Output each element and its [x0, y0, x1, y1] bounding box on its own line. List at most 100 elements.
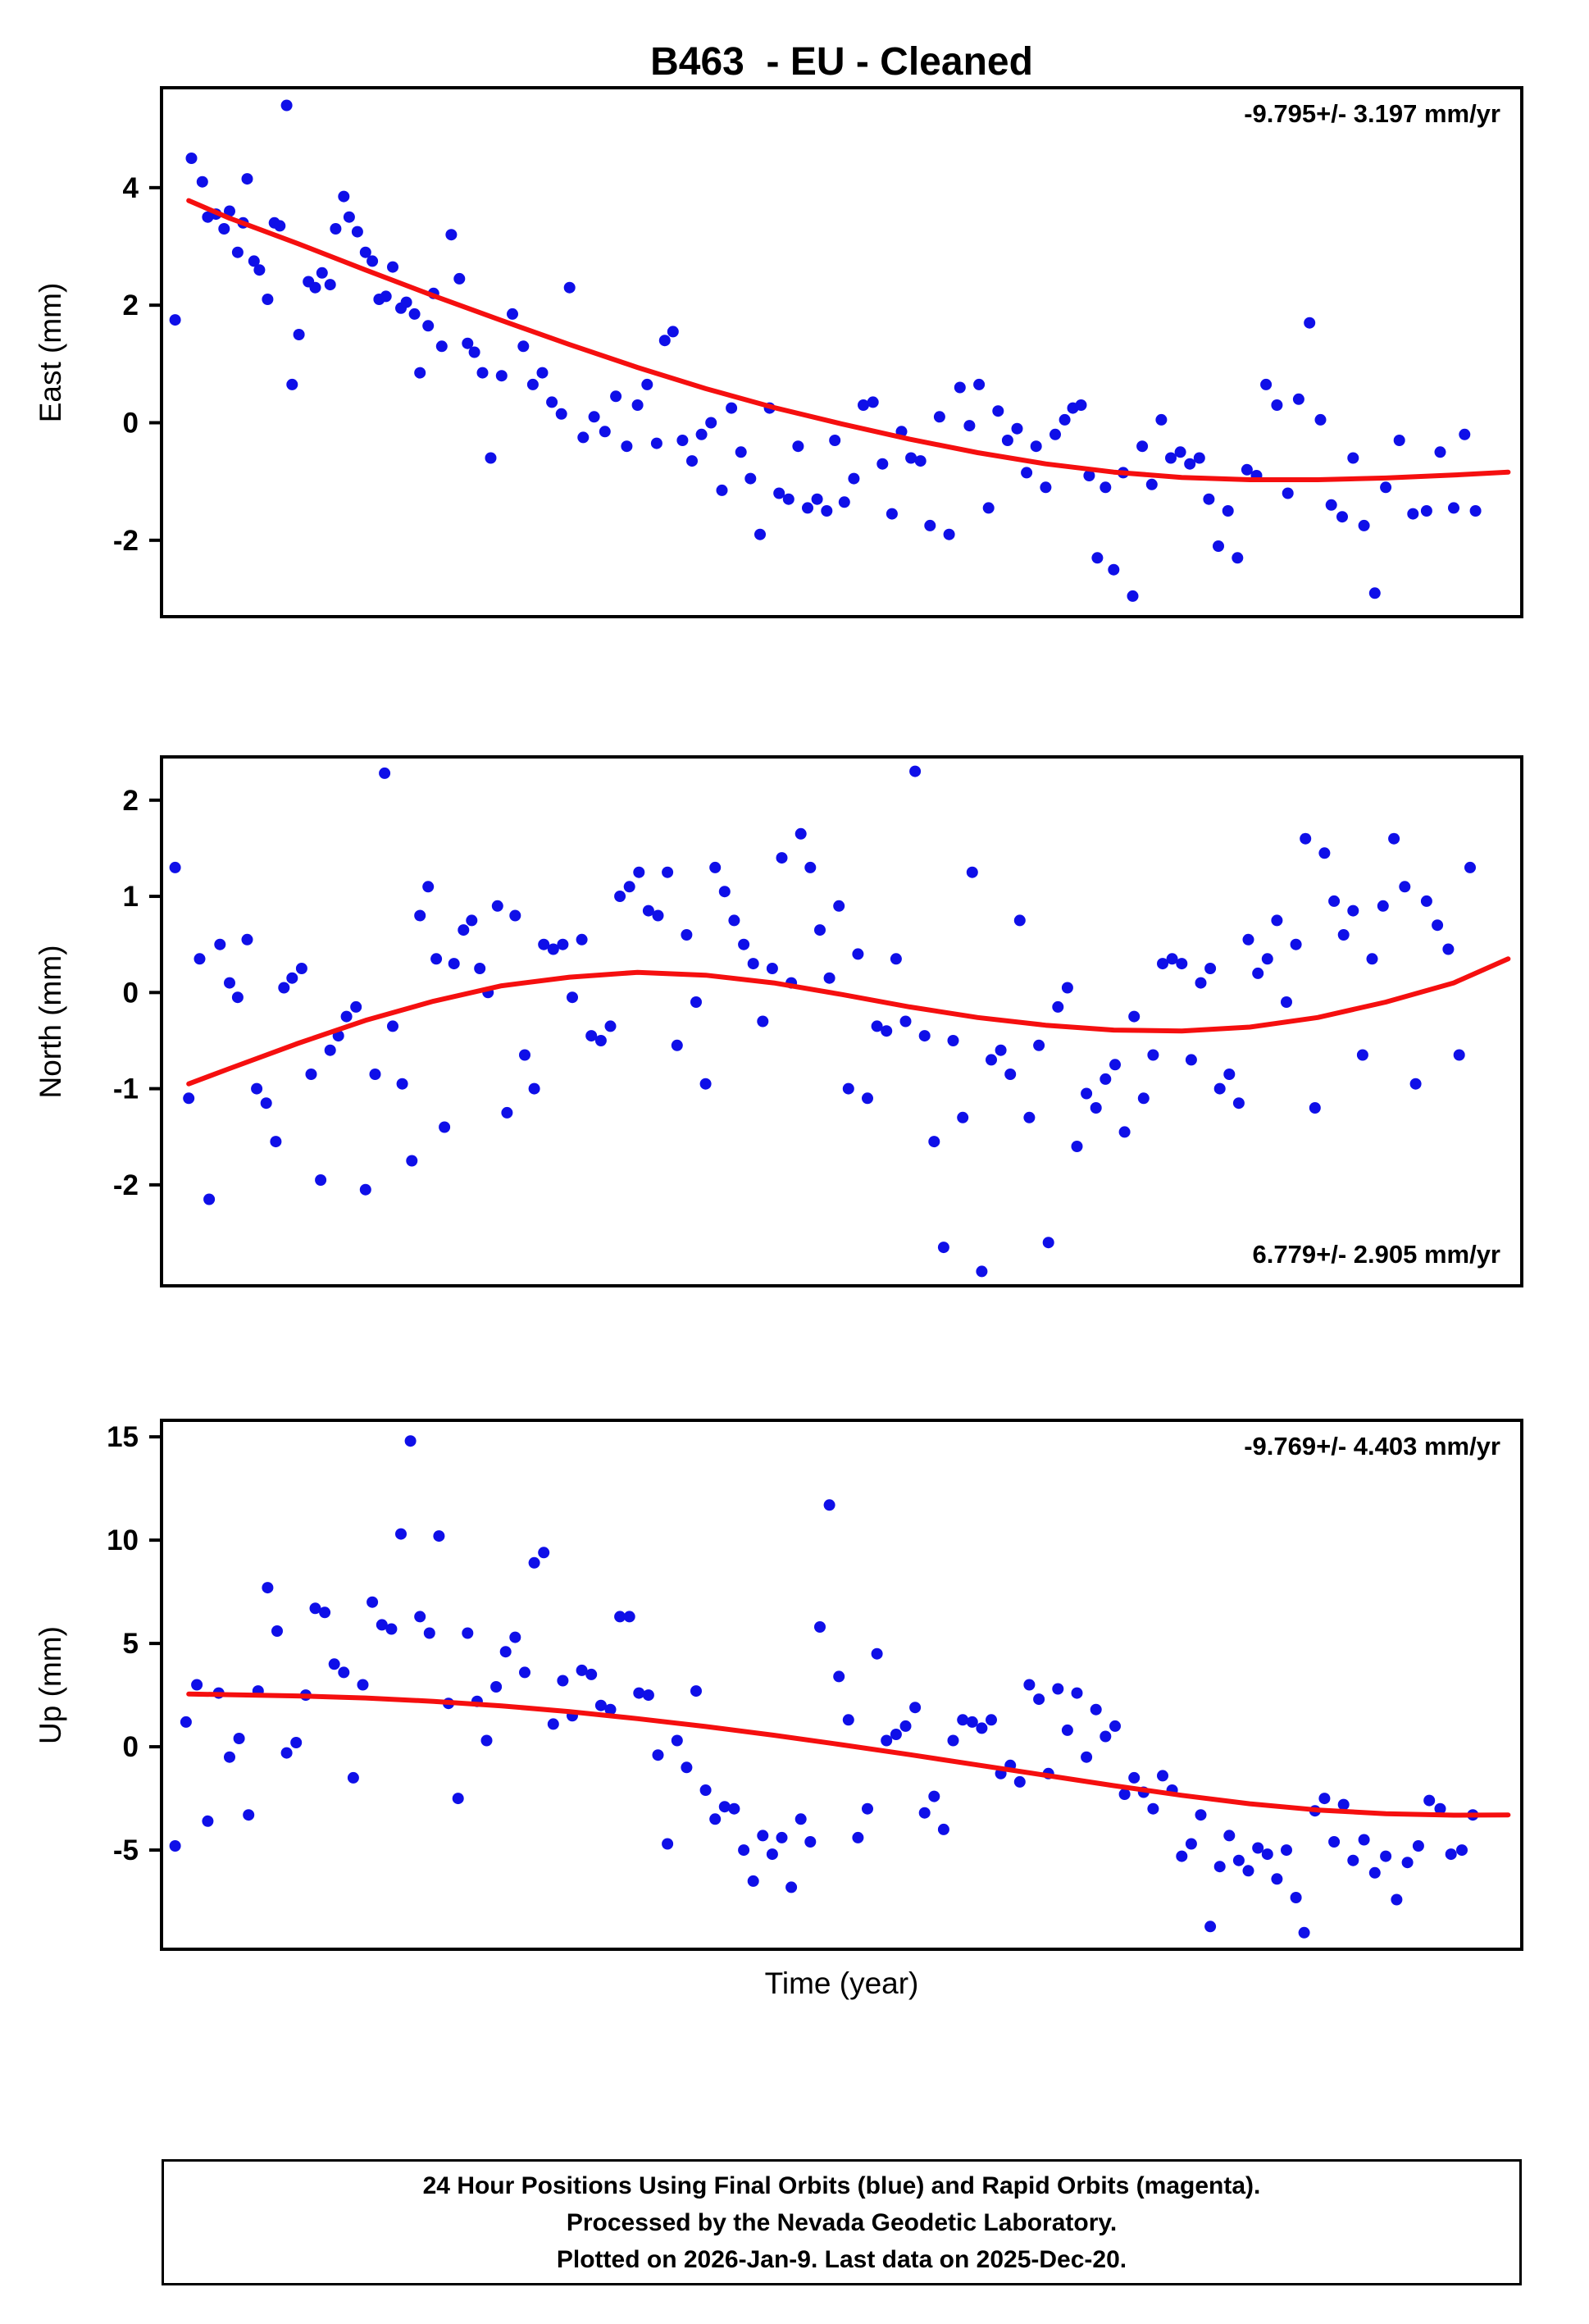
data-point [943, 528, 955, 540]
data-point [309, 1602, 321, 1615]
data-point [1223, 1069, 1236, 1080]
data-point [1300, 832, 1312, 845]
data-point [1109, 1059, 1121, 1071]
data-point [1298, 1926, 1310, 1939]
data-point [995, 1044, 1007, 1056]
data-point [491, 900, 503, 912]
data-point [588, 411, 600, 423]
data-point [350, 1000, 362, 1013]
data-point [1337, 1798, 1350, 1811]
data-point [695, 428, 708, 440]
data-point [380, 290, 392, 303]
data-point [1174, 446, 1186, 458]
data-point [899, 1720, 912, 1732]
data-point [890, 1729, 902, 1740]
data-point [833, 900, 845, 912]
y-tick-label: 10 [107, 1524, 139, 1556]
data-point [1377, 900, 1389, 912]
data-point [792, 440, 804, 453]
data-point [914, 455, 927, 467]
data-point [316, 267, 328, 279]
data-point [1075, 399, 1087, 411]
data-point [1409, 1078, 1422, 1090]
data-point [1166, 953, 1178, 965]
data-point [1100, 1730, 1112, 1743]
data-point [224, 205, 235, 217]
data-point [918, 1030, 931, 1042]
data-point [1059, 413, 1071, 426]
east-axis-label: East (mm) [34, 282, 67, 423]
data-point [754, 528, 766, 540]
data-point [1165, 452, 1177, 464]
data-point [594, 1699, 607, 1711]
data-point [1118, 1789, 1131, 1800]
data-point [536, 367, 549, 379]
data-point [633, 866, 645, 878]
data-point [1290, 1892, 1302, 1903]
data-point [495, 370, 508, 382]
data-point [1252, 967, 1264, 979]
data-point [671, 1734, 683, 1747]
data-point [823, 1499, 835, 1511]
x-axis-label: Time (year) [764, 1966, 919, 2000]
data-point [1241, 463, 1253, 476]
data-point [658, 335, 671, 347]
data-point [1013, 1775, 1026, 1788]
data-point [728, 914, 740, 927]
data-point [367, 255, 379, 267]
y-tick-label: -2 [113, 1169, 139, 1201]
data-point [1193, 452, 1205, 464]
data-point [1393, 435, 1405, 446]
data-point [1090, 1703, 1102, 1716]
data-point [1147, 1049, 1159, 1061]
data-point [1157, 1770, 1168, 1782]
data-point [1185, 1054, 1197, 1066]
data-point [293, 329, 305, 340]
data-point [829, 435, 841, 446]
data-point [1061, 1724, 1073, 1736]
data-point [881, 1025, 893, 1037]
data-point [1368, 1866, 1381, 1879]
data-point [1021, 467, 1033, 479]
data-point [430, 953, 443, 965]
data-point [466, 914, 478, 927]
data-point [324, 279, 336, 291]
data-point [1100, 1073, 1112, 1085]
y-tick-label: 2 [123, 785, 139, 817]
data-point [1128, 1771, 1141, 1784]
data-point [194, 953, 206, 965]
data-point [435, 340, 448, 353]
data-point [1223, 1830, 1236, 1842]
data-point [1195, 1809, 1207, 1821]
y-tick-label: 5 [123, 1628, 139, 1660]
data-point [1366, 953, 1378, 965]
data-point [169, 314, 181, 326]
plot-frame [160, 1419, 1523, 1951]
data-point [705, 417, 717, 429]
data-point [406, 1155, 418, 1167]
data-point [1347, 905, 1359, 917]
y-tick-label: 1 [123, 881, 139, 913]
data-point [528, 1082, 540, 1095]
data-point [699, 1078, 712, 1090]
data-point [814, 924, 826, 936]
data-point [821, 505, 833, 517]
data-point [738, 938, 750, 950]
data-point [718, 1801, 731, 1813]
data-point [563, 281, 576, 294]
data-point [1128, 1010, 1141, 1023]
data-point [305, 1069, 317, 1080]
data-point [1271, 399, 1283, 411]
data-point [1033, 1039, 1045, 1051]
data-point [757, 1830, 769, 1842]
data-point [1420, 895, 1432, 907]
data-point [260, 1097, 272, 1110]
data-point [315, 1174, 327, 1186]
data-point [474, 963, 486, 974]
data-point [286, 378, 298, 390]
y-tick-label: 0 [123, 977, 139, 1009]
data-point [585, 1030, 598, 1042]
data-point [811, 493, 823, 505]
data-point [937, 1823, 949, 1835]
data-point [1271, 914, 1283, 927]
